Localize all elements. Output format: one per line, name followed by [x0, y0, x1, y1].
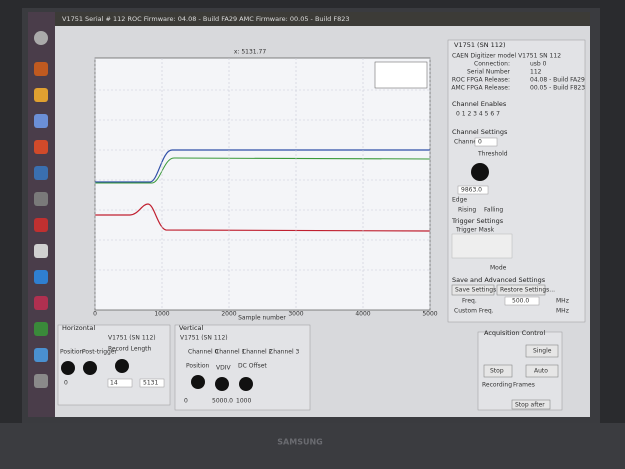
- h-position-label: Position: [60, 349, 84, 356]
- single-label: Single: [533, 348, 552, 355]
- channel-value: 0: [478, 139, 482, 146]
- bezel-brand: SAMSUNG: [277, 438, 322, 447]
- x-tick-label: 4000: [355, 311, 370, 318]
- channel-tab[interactable]: Channel 0: [188, 349, 219, 356]
- info-value: usb 0: [530, 61, 547, 68]
- custom-freq-label: Custom Freq.: [454, 308, 494, 315]
- x-axis-label: Sample number: [238, 315, 286, 322]
- vdiv-value: 5000.0: [212, 398, 233, 405]
- info-label: AMC FPGA Release:: [451, 85, 510, 92]
- acquisition-header: Acquisition Control: [484, 329, 545, 337]
- dc-offset-label: DC Offset: [238, 363, 267, 370]
- info-value: 112: [530, 69, 542, 76]
- mode-label: Mode: [490, 265, 507, 272]
- info-label: Connection:: [474, 61, 510, 68]
- falling-option[interactable]: Falling: [484, 207, 503, 214]
- info-value: 04.08 - Build FA29: [530, 77, 585, 84]
- plot-area: [95, 58, 430, 310]
- threshold-knob[interactable]: [471, 163, 489, 181]
- save-header: Save and Advanced Settings: [452, 276, 546, 284]
- freq-unit: MHz: [556, 298, 569, 305]
- h-position-value: 0: [64, 380, 68, 387]
- window-title: V1751 Serial # 112 ROC Firmware: 04.08 -…: [62, 15, 350, 23]
- vdiv-label: VDIV: [216, 365, 231, 372]
- vertical-tab: V1751 (SN 112): [180, 335, 228, 342]
- info-value: 00.05 - Build F823: [530, 85, 585, 92]
- post-trigger-value: 14: [110, 380, 118, 387]
- vertical-header: Vertical: [179, 324, 204, 332]
- info-label: ROC FPGA Release:: [452, 77, 510, 84]
- channel-tab[interactable]: Channel 3: [269, 349, 300, 356]
- device-tab: V1751 (SN 112): [454, 41, 506, 49]
- plot-legend: [375, 62, 427, 88]
- v-position-value: 0: [184, 398, 188, 405]
- channel-numbers: 0 1 2 3 4 5 6 7: [456, 111, 500, 118]
- dc-offset-value: 1000: [236, 398, 251, 405]
- freq-value: 500.0: [512, 298, 529, 305]
- post-trigger-knob[interactable]: [83, 361, 97, 375]
- device-model: CAEN Digitizer model V1751 SN 112: [452, 53, 561, 60]
- vdiv-knob[interactable]: [215, 377, 229, 391]
- photo: V1751 Serial # 112 ROC Firmware: 04.08 -…: [0, 0, 625, 469]
- edge-label: Edge: [452, 197, 467, 204]
- v-position-knob[interactable]: [191, 375, 205, 389]
- channel-tab[interactable]: Channel 2: [242, 349, 273, 356]
- save-button-label: Save Settings...: [455, 287, 502, 294]
- trigger-mask: Trigger Mask: [455, 227, 495, 234]
- recording-label: Recording: [482, 382, 512, 389]
- threshold-value: 9863.0: [461, 187, 482, 194]
- trigger-settings: Trigger Settings: [451, 217, 504, 225]
- x-tick-label: 1000: [154, 311, 169, 318]
- record-length-knob[interactable]: [115, 359, 129, 373]
- horizontal-header: Horizontal: [62, 324, 95, 332]
- record-length-value: 5131: [143, 380, 158, 387]
- frames-label: Frames: [513, 382, 535, 389]
- threshold-label: Threshold: [477, 151, 508, 158]
- stop-after-label: Stop after: [515, 402, 545, 409]
- x-tick-label: 3000: [288, 311, 303, 318]
- info-label: Serial Number: [467, 69, 511, 76]
- x-tick-label: 2000: [221, 311, 236, 318]
- trigger-mask-box[interactable]: [452, 234, 512, 258]
- freq-label: Freq.: [462, 298, 477, 305]
- channel-enables: Channel Enables: [452, 100, 507, 108]
- channel-tab[interactable]: Channel 1: [215, 349, 246, 356]
- cursor-label: x: 5131.77: [234, 49, 266, 56]
- v-position-label: Position: [186, 363, 210, 370]
- rising-option[interactable]: Rising: [458, 207, 476, 214]
- channel-settings: Channel Settings: [452, 128, 508, 136]
- h-position-knob[interactable]: [61, 361, 75, 375]
- x-tick-label: 5000: [422, 311, 437, 318]
- custom-freq-unit: MHz: [556, 308, 569, 315]
- dc-offset-knob[interactable]: [239, 377, 253, 391]
- auto-label: Auto: [534, 368, 548, 375]
- horizontal-tab: V1751 (SN 112): [108, 335, 156, 342]
- restore-button-label: Restore Settings...: [500, 287, 555, 294]
- stop-label: Stop: [490, 368, 504, 375]
- x-tick-label: 0: [93, 311, 97, 318]
- record-length-label: Record Length: [108, 346, 152, 353]
